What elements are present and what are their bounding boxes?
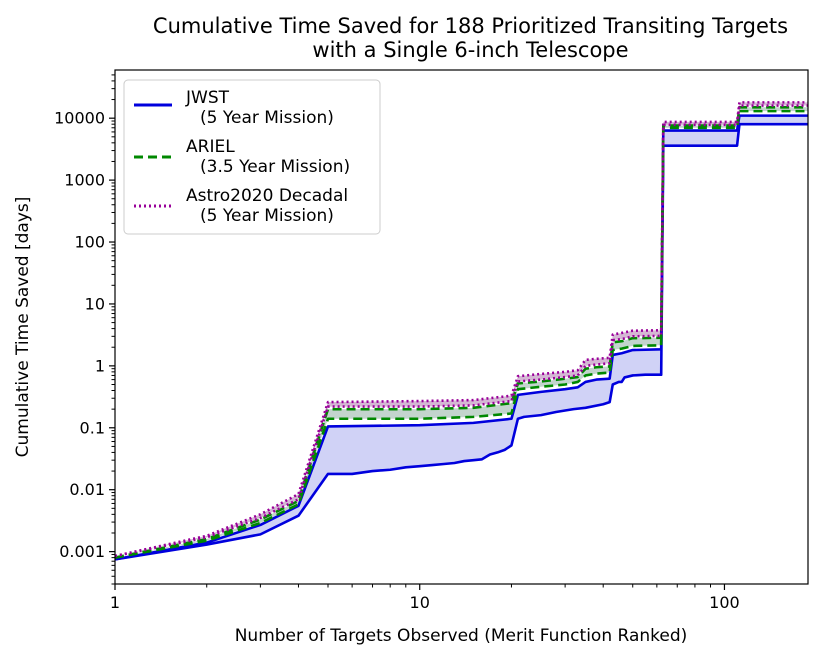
x-axis-label: Number of Targets Observed (Merit Functi… xyxy=(235,626,688,646)
x-tick-label: 1 xyxy=(110,593,120,612)
line-astro2020-decadal-upper xyxy=(114,101,808,558)
chart-title: Cumulative Time Saved for 188 Prioritize… xyxy=(152,14,789,38)
legend: JWST (5 Year Mission) ARIEL (3.5 Year Mi… xyxy=(123,79,381,235)
y-tick-label: 1000 xyxy=(64,171,105,190)
y-tick-label: 0.1 xyxy=(80,418,105,437)
x-tick-label: 10 xyxy=(410,593,430,612)
legend-sublabel-astro2020: (5 Year Mission) xyxy=(200,206,334,226)
y-tick-label: 10000 xyxy=(54,109,105,128)
legend-label-jwst: JWST xyxy=(185,88,230,108)
line-jwst-lower xyxy=(114,122,808,561)
y-tick-label: 1 xyxy=(95,356,105,375)
legend-sublabel-jwst: (5 Year Mission) xyxy=(200,108,334,128)
y-tick-label: 0.01 xyxy=(69,480,105,499)
axis-ticks: 1 10 100 0.001 0.01 0.1 1 10 100 1000 10000 xyxy=(54,74,740,612)
y-tick-label: 100 xyxy=(74,233,105,252)
series-lines xyxy=(114,101,808,561)
legend-label-astro2020: Astro2020 Decadal xyxy=(186,186,348,206)
y-tick-label: 10 xyxy=(85,294,105,313)
x-tick-label: 100 xyxy=(709,593,740,612)
legend-label-ariel: ARIEL xyxy=(186,137,235,157)
plot-frame xyxy=(114,69,809,585)
legend-sublabel-ariel: (3.5 Year Mission) xyxy=(200,157,350,177)
line-jwst-upper xyxy=(114,114,808,561)
y-axis-label: Cumulative Time Saved [days] xyxy=(13,197,33,458)
legend-box xyxy=(123,79,381,235)
y-tick-label: 0.001 xyxy=(59,542,105,561)
chart-subtitle: with a Single 6-inch Telescope xyxy=(312,38,629,62)
